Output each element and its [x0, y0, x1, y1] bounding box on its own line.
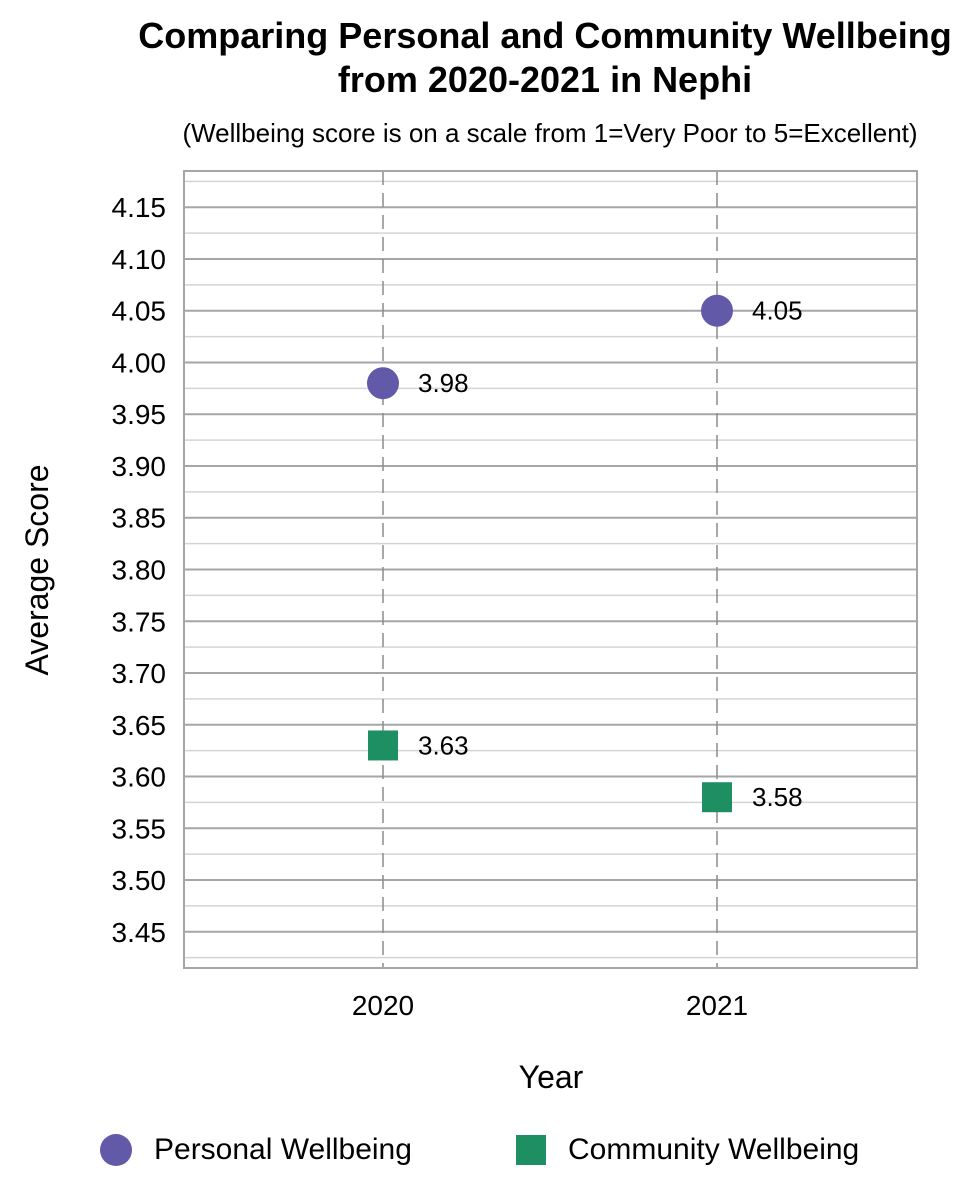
- y-tick-label: 3.75: [112, 606, 167, 637]
- personal-wellbeing-point: [701, 294, 733, 327]
- personal-wellbeing-point: [367, 367, 399, 400]
- legend-item-personal-wellbeing: Personal Wellbeing: [100, 1128, 412, 1172]
- chart-subtitle: (Wellbeing score is on a scale from 1=Ve…: [182, 118, 918, 148]
- chart-legend: Personal Wellbeing Community Wellbeing: [0, 1128, 960, 1172]
- personal-wellbeing-data-label: 3.98: [418, 368, 469, 398]
- community-wellbeing-data-label: 3.58: [752, 782, 803, 812]
- legend-circle-marker-icon: [100, 1134, 132, 1166]
- y-tick-label: 3.50: [112, 865, 167, 896]
- y-tick-label: 3.90: [112, 451, 167, 482]
- y-tick-label: 3.70: [112, 658, 167, 689]
- chart-title-line-1: Comparing Personal and Community Wellbei…: [138, 15, 952, 56]
- y-tick-label: 3.60: [112, 762, 167, 793]
- chart-title-line-2: from 2020-2021 in Nephi: [337, 59, 753, 100]
- community-wellbeing-data-label: 3.63: [418, 730, 469, 760]
- y-tick-label: 4.10: [112, 244, 167, 275]
- y-axis-title: Average Score: [19, 464, 55, 675]
- legend-label-personal-wellbeing: Personal Wellbeing: [154, 1133, 412, 1166]
- y-tick-label: 3.55: [112, 813, 167, 844]
- plot-area-border: [183, 170, 918, 969]
- y-tick-label: 3.45: [112, 917, 167, 948]
- personal-wellbeing-data-label: 4.05: [752, 296, 803, 326]
- x-tick-label: 2020: [352, 990, 414, 1021]
- y-tick-label: 4.05: [112, 296, 167, 327]
- community-wellbeing-point: [702, 782, 732, 813]
- x-axis-title: Year: [519, 1059, 584, 1095]
- y-tick-label: 3.95: [112, 399, 167, 430]
- community-wellbeing-point: [368, 730, 398, 761]
- legend-item-community-wellbeing: Community Wellbeing: [516, 1128, 859, 1172]
- chart-canvas: 3.45 3.50 3.55 3.60 3.65 3.70 3.75 3.80 3.85 3.90…: [19, 170, 918, 1095]
- x-tick-label: 2021: [686, 990, 748, 1021]
- y-tick-label: 4.15: [112, 192, 167, 223]
- legend-square-marker-icon: [516, 1135, 546, 1165]
- y-tick-label: 3.85: [112, 503, 167, 534]
- y-tick-label: 4.00: [112, 347, 167, 378]
- y-tick-label: 3.80: [112, 555, 167, 586]
- legend-label-community-wellbeing: Community Wellbeing: [568, 1133, 860, 1166]
- y-tick-label: 3.65: [112, 710, 167, 741]
